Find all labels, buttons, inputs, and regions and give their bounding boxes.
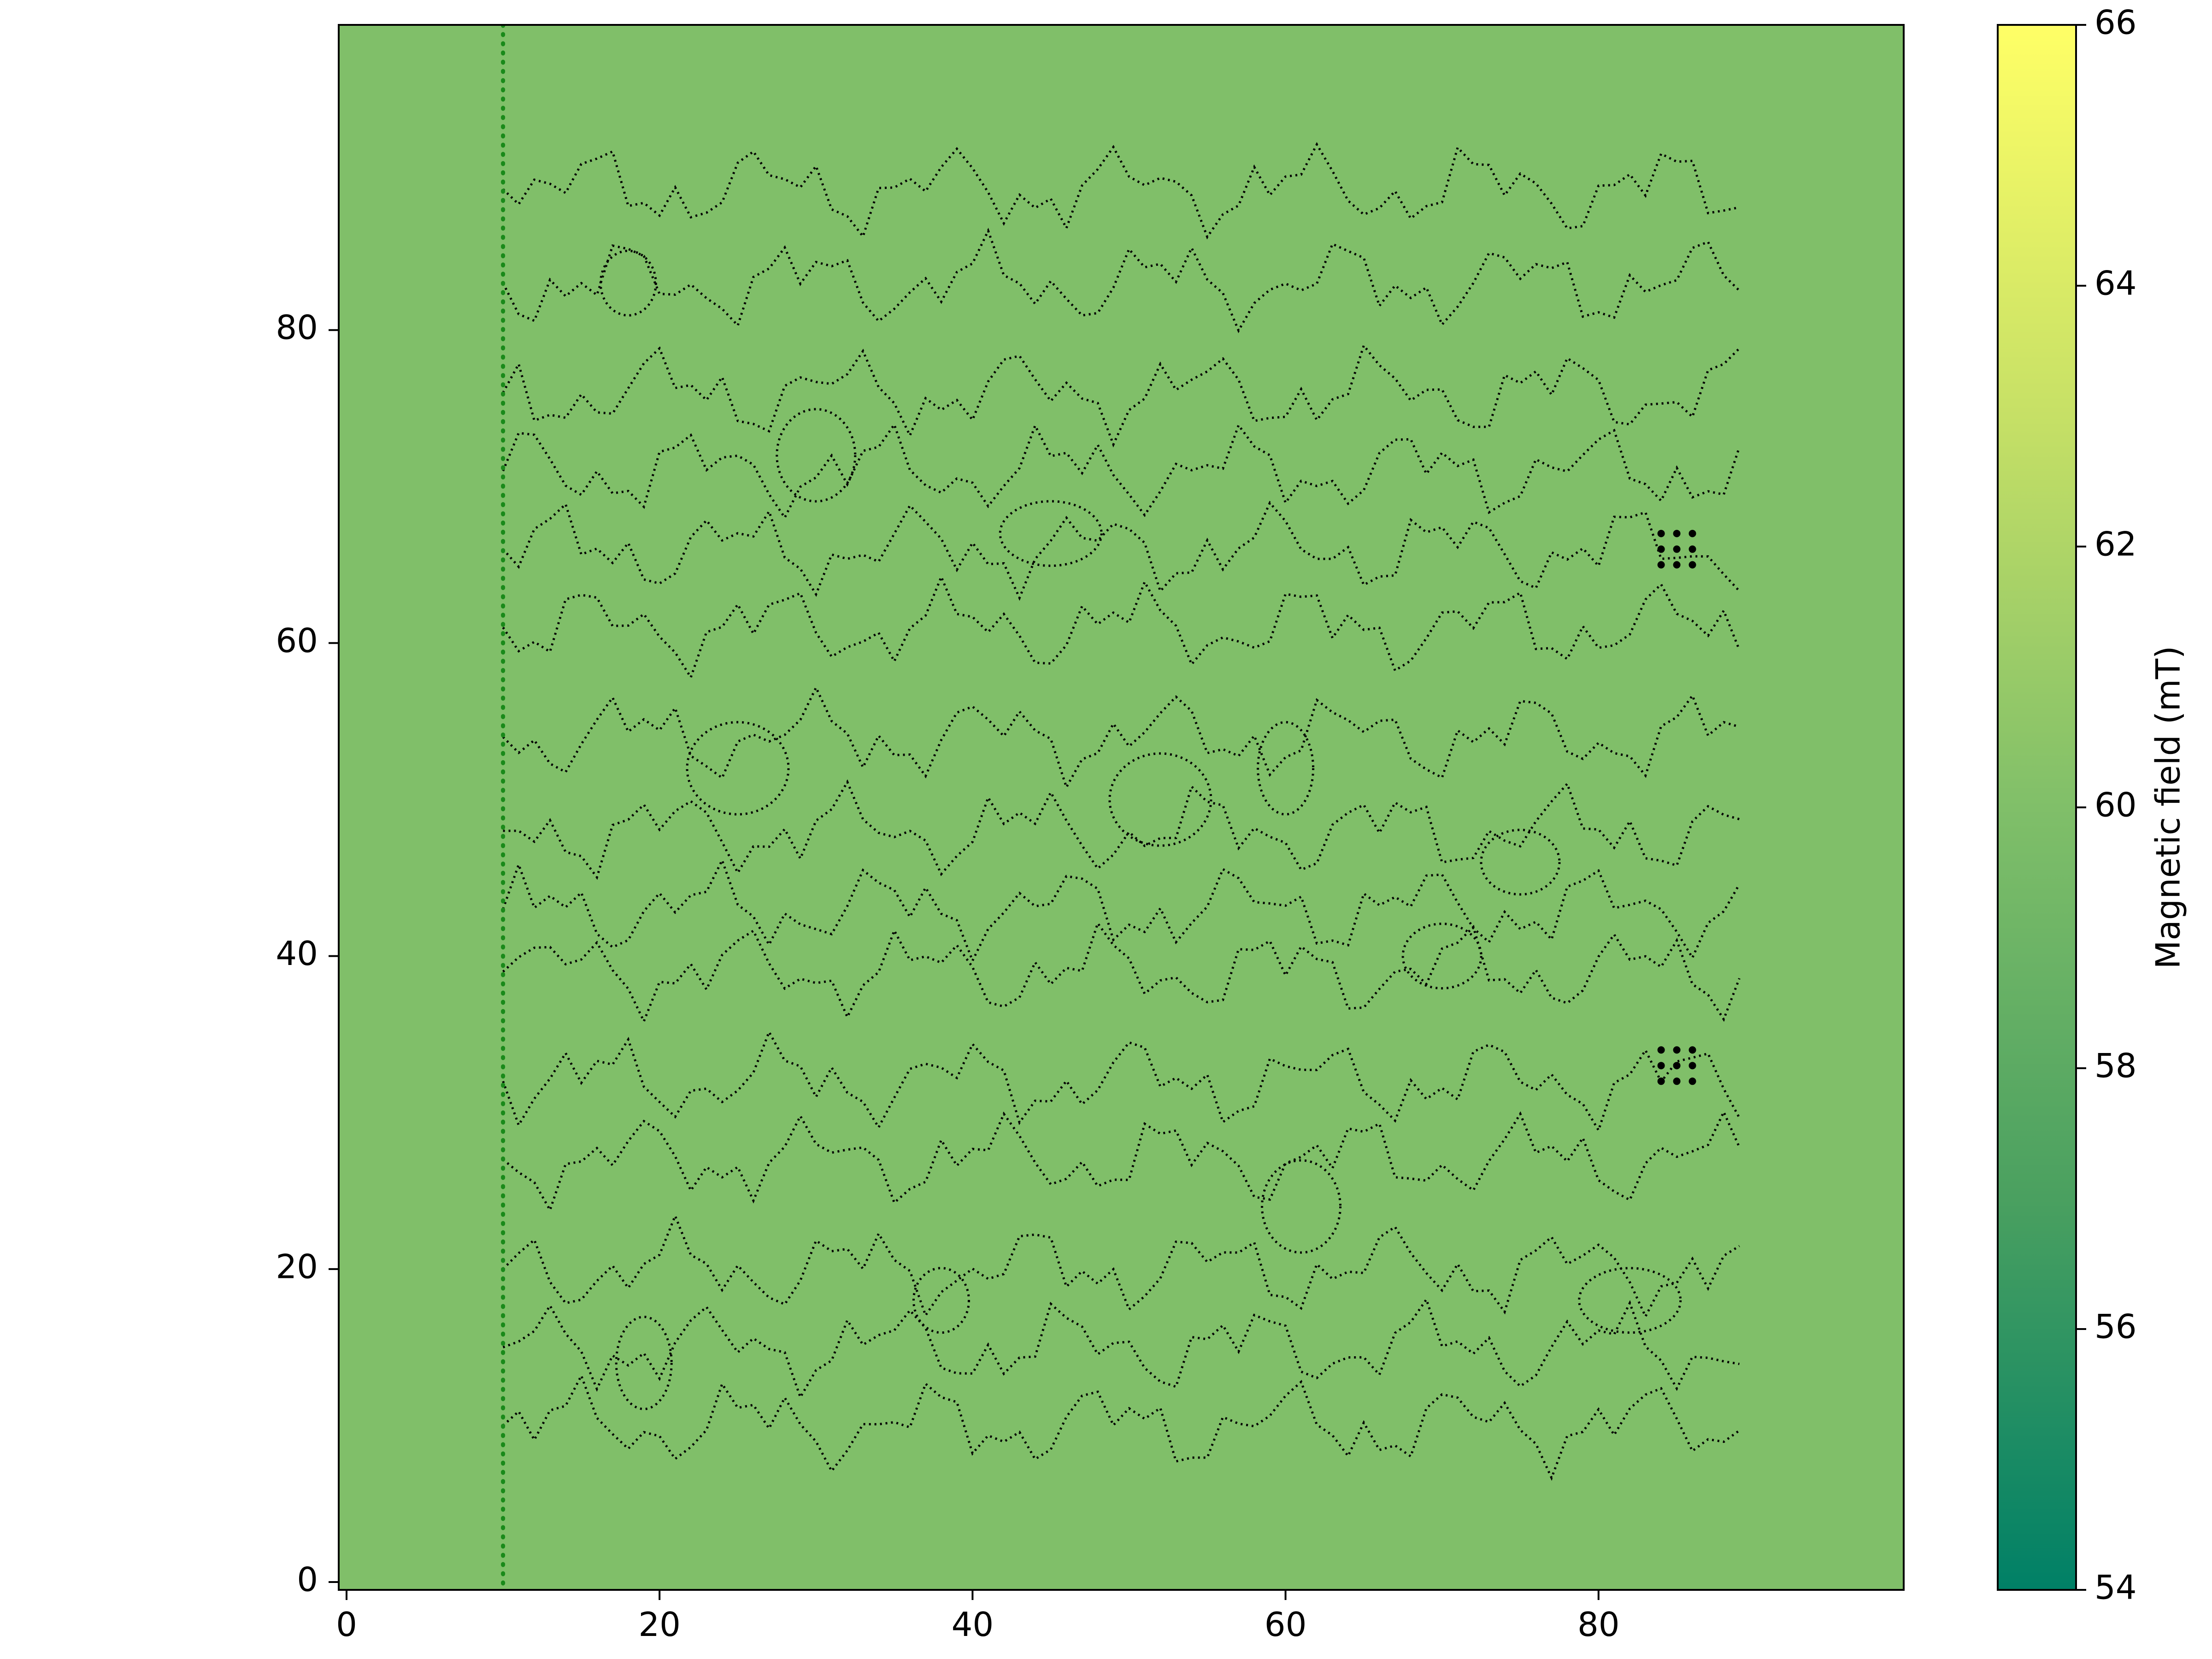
- colorbar-tick-label: 66: [2094, 3, 2137, 42]
- y-tick-label: 20: [276, 1247, 318, 1286]
- cluster-dot: [1673, 1077, 1681, 1085]
- y-tick-label: 80: [276, 308, 318, 347]
- cluster-dot: [1658, 561, 1665, 569]
- x-tick-label: 40: [952, 1605, 994, 1644]
- colorbar-tick-label: 60: [2094, 786, 2137, 824]
- x-tick-label: 80: [1577, 1605, 1620, 1644]
- cluster-dot: [1689, 1077, 1696, 1085]
- x-tick-label: 20: [638, 1605, 681, 1644]
- cluster-dot: [1689, 530, 1696, 537]
- cluster-dot: [1673, 530, 1681, 537]
- colorbar-tick-label: 58: [2094, 1047, 2137, 1085]
- colorbar-axis: 54 56 58 60 62 64 66: [2076, 3, 2137, 1607]
- colorbar-tick-label: 64: [2094, 264, 2137, 303]
- colorbar: [1998, 25, 2076, 1590]
- y-tick-label: 0: [297, 1560, 318, 1599]
- cluster-dot: [1658, 1046, 1665, 1053]
- colorbar-tick-label: 54: [2094, 1568, 2137, 1607]
- colorbar-tick-label: 56: [2094, 1307, 2137, 1346]
- y-tick-label: 40: [276, 934, 318, 973]
- cluster-dot: [1689, 561, 1696, 569]
- y-axis: 0 20 40 60 80: [276, 308, 339, 1599]
- cluster-dot: [1658, 530, 1665, 537]
- cluster-dot: [1689, 1062, 1696, 1069]
- cluster-dot: [1673, 561, 1681, 569]
- cluster-dot: [1673, 1062, 1681, 1069]
- cluster-dot: [1689, 1046, 1696, 1053]
- cluster-dot: [1658, 1077, 1665, 1085]
- plot-area: [339, 25, 1904, 1590]
- x-tick-label: 0: [336, 1605, 357, 1644]
- cluster-dot: [1658, 546, 1665, 553]
- x-axis: 0 20 40 60 80: [336, 1590, 1620, 1644]
- cluster-dot: [1689, 546, 1696, 553]
- colorbar-label: Magnetic field (mT): [2149, 646, 2188, 969]
- cluster-dot: [1658, 1062, 1665, 1069]
- y-tick-label: 60: [276, 621, 318, 660]
- x-tick-label: 60: [1265, 1605, 1307, 1644]
- cluster-dot: [1673, 546, 1681, 553]
- cluster-dot: [1673, 1046, 1681, 1053]
- colorbar-tick-label: 62: [2094, 525, 2137, 564]
